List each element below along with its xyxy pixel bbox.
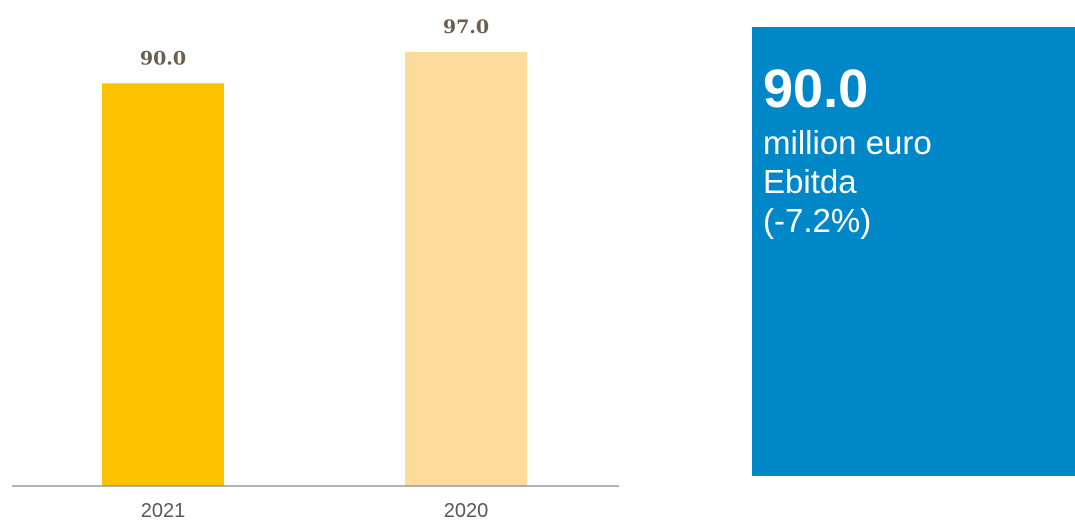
value-label-2020: 97.0 xyxy=(443,16,489,38)
kpi-change: (-7.2%) xyxy=(763,202,872,239)
kpi-panel: 90.0 million euro Ebitda (-7.2%) xyxy=(752,27,1075,476)
bar-chart: 90.0 2021 97.0 2020 xyxy=(12,16,619,522)
kpi-value: 90.0 xyxy=(763,59,869,119)
value-label-2021: 90.0 xyxy=(140,47,186,69)
bar-2021 xyxy=(102,83,224,487)
category-label-2020: 2020 xyxy=(444,500,489,522)
kpi-unit: million euro xyxy=(763,124,932,161)
kpi-metric: Ebitda xyxy=(763,163,857,200)
bars xyxy=(102,52,527,487)
labels: 90.0 2021 97.0 2020 xyxy=(140,16,489,522)
category-label-2021: 2021 xyxy=(141,500,186,522)
bar-2020 xyxy=(405,52,527,486)
